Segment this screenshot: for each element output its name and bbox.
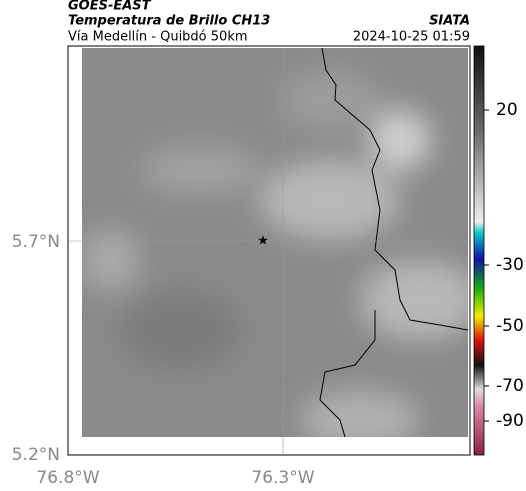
colorbar-tick-label: 20 [496,100,518,120]
source: GOES-EAST [68,0,152,14]
colorbar-tick-label: -70 [496,376,524,396]
lon-label: 76.3°W [251,468,314,488]
org: SIATA [429,14,470,29]
colorbar-tick-label: -30 [496,255,524,275]
subtitle: Vía Medellín - Quibdó 50km [68,30,248,45]
lat-label: 5.7°N [12,232,60,252]
datetime: 2024-10-25 01:59 [353,30,470,45]
colorbar [473,45,485,456]
colorbar-tick-label: -50 [496,316,524,336]
title: Temperatura de Brillo CH13 [68,14,270,29]
location-marker: ★ [257,234,269,249]
coastline [319,47,469,438]
lat-label: 5.2°N [12,445,60,465]
lon-label: 76.8°W [36,468,99,488]
colorbar-ticks: 20 -30 -50 -70 -90 [484,100,524,431]
satellite-image [82,48,468,437]
colorbar-tick-label: -90 [496,411,524,431]
